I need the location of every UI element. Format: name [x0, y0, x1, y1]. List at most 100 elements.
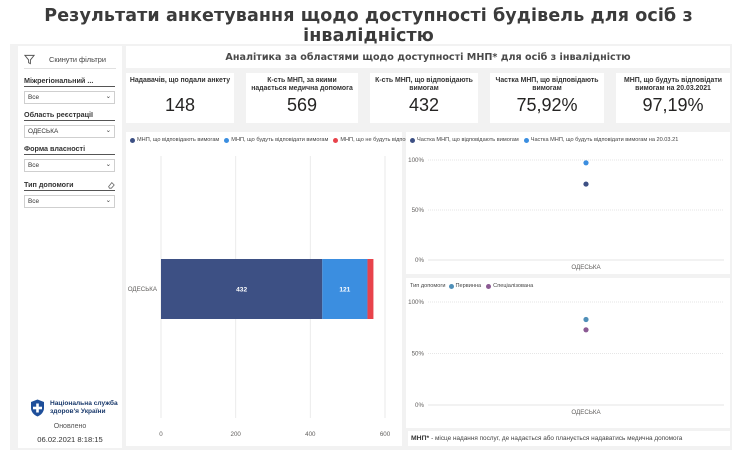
- updated-timestamp: 06.02.2021 8:18:15: [37, 435, 103, 444]
- filter-care-type-select[interactable]: Все ⌄: [24, 195, 115, 208]
- kpi-value: 569: [286, 95, 318, 115]
- share-scatter-panel: Частка МНП, що відповідають вимогам Част…: [406, 132, 730, 274]
- kpi-card-future-share: МНП, що будуть відповідати вимогам на 20…: [616, 73, 730, 123]
- legend-item[interactable]: МНП, що не будуть відповідати вимогам: [333, 137, 445, 143]
- share-scatter-chart: 0% 50% 100% ОДЕСЬКА: [408, 157, 724, 271]
- legend-item[interactable]: Спеціалізована: [486, 283, 533, 289]
- bar-segment: [367, 259, 374, 319]
- chevron-down-icon: ⌄: [105, 161, 111, 169]
- care-type-scatter-panel: Тип допомоги Первинна Спеціалізована 0% 5…: [406, 278, 730, 428]
- filter-title: Тип допомоги: [24, 180, 74, 189]
- legend-dot: [410, 137, 415, 143]
- footnote: МНП* - місце надання послуг, де надаєтьс…: [408, 431, 730, 446]
- filter-interregional: Міжрегіональний ... Все ⌄: [24, 76, 115, 104]
- x-tick-label: 600: [380, 431, 391, 438]
- reset-filters-label: Скинути фільтри: [49, 54, 106, 64]
- filter-title: Форма власності: [24, 144, 86, 153]
- filter-value: Все: [28, 94, 40, 101]
- filter-value: ОДЕСЬКА: [28, 128, 59, 135]
- legend-label: Частка МНП, що будуть відповідати вимога…: [530, 137, 679, 143]
- filter-interregional-select[interactable]: Все ⌄: [24, 91, 115, 104]
- reset-filters-button[interactable]: Скинути фільтри: [24, 52, 120, 66]
- filter-icon: [24, 54, 35, 64]
- filter-title: Область реєстрації: [24, 110, 94, 119]
- bar-data-label: 121: [339, 287, 350, 294]
- kpi-value: 432: [408, 95, 440, 115]
- x-tick-label: 200: [231, 431, 242, 438]
- stacked-bar-panel: МНП, що відповідають вимогам МНП, що буд…: [126, 132, 445, 446]
- kpi-card-locations-total: К-сть МНП, за якими надається медична до…: [246, 73, 358, 123]
- filters-sidebar: Скинути фільтри Міжрегіональний ... Все …: [18, 46, 122, 448]
- care-type-legend: Тип допомоги Первинна Спеціалізована: [410, 283, 538, 289]
- filter-care-type: Тип допомоги Все ⌄: [24, 180, 115, 208]
- chevron-down-icon: ⌄: [105, 197, 111, 205]
- share-legend: Частка МНП, що відповідають вимогам Част…: [410, 137, 683, 143]
- x-tick-label: 400: [305, 431, 316, 438]
- footnote-term: МНП*: [411, 435, 430, 442]
- legend-label: Частка МНП, що відповідають вимогам: [417, 137, 519, 143]
- legend-dot: [523, 137, 529, 143]
- y-tick-label: 100%: [408, 299, 424, 306]
- legend-dot: [130, 137, 135, 143]
- scatter-point: [583, 327, 589, 333]
- legend-label: Спеціалізована: [493, 283, 534, 289]
- scatter-point: [583, 160, 589, 166]
- logo-line-1: Національна служба: [50, 400, 118, 407]
- y-tick-label: 50%: [412, 207, 425, 214]
- kpi-card-providers: Надавачів, що подали анкету 148: [126, 73, 234, 123]
- legend-item[interactable]: Частка МНП, що відповідають вимогам: [410, 137, 519, 143]
- kpi-card-compliant-share: Частка МНП, що відповідають вимогам 75,9…: [490, 73, 604, 123]
- filter-title: Міжрегіональний ...: [24, 76, 94, 85]
- stacked-bar-chart: 0 200 400 600 ОДЕСЬКА 432 121: [128, 156, 391, 438]
- bar-legend: МНП, що відповідають вимогам МНП, що буд…: [130, 137, 450, 143]
- filter-region: Область реєстрації ОДЕСЬКА ⌄: [24, 110, 115, 138]
- y-tick-label: 50%: [412, 351, 425, 358]
- legend-item[interactable]: Первинна: [448, 283, 481, 289]
- kpi-value: 75,92%: [516, 95, 578, 115]
- chevron-down-icon: ⌄: [105, 93, 111, 101]
- legend-label: МНП, що будуть відповідати вимогам: [231, 137, 329, 143]
- legend-dot: [448, 283, 454, 289]
- legend-item[interactable]: МНП, що відповідають вимогам: [130, 137, 219, 143]
- kpi-label: К-сть МНП, за якими надається медична до…: [251, 77, 353, 92]
- eraser-icon[interactable]: [107, 181, 115, 189]
- care-type-scatter-chart: 0% 50% 100% ОДЕСЬКА: [408, 299, 724, 416]
- kpi-label: Частка МНП, що відповідають вимогам: [495, 77, 599, 92]
- legend-item[interactable]: МНП, що будуть відповідати вимогам: [224, 137, 328, 143]
- kpi-label: МНП, що будуть відповідати вимогам на 20…: [624, 77, 722, 92]
- y-tick-label: 0%: [415, 402, 424, 409]
- scatter-point: [583, 181, 589, 187]
- bar-segment: [322, 259, 368, 319]
- shield-cross-icon: [31, 399, 44, 417]
- legend-dot: [486, 283, 492, 289]
- legend-title: Тип допомоги: [410, 283, 446, 289]
- x-tick-label: 0: [159, 431, 163, 438]
- filter-region-select[interactable]: ОДЕСЬКА ⌄: [24, 125, 115, 138]
- kpi-label: Надавачів, що подали анкету: [129, 77, 231, 84]
- main-title: Аналітика за областями щодо доступності …: [225, 51, 631, 63]
- legend-label: МНП, що відповідають вимогам: [137, 137, 220, 143]
- sidebar-divider: [24, 68, 116, 69]
- page-title: Результати анкетування щодо доступності …: [44, 6, 693, 46]
- kpi-value: 97,19%: [642, 95, 704, 115]
- x-category-label: ОДЕСЬКА: [571, 409, 601, 416]
- scatter-point: [583, 316, 589, 323]
- legend-label: МНП, що не будуть відповідати вимогам: [340, 137, 446, 143]
- y-tick-label: 100%: [408, 157, 424, 164]
- kpi-card-locations-compliant: К-сть МНП, що відповідають вимогам 432: [370, 73, 478, 123]
- filter-value: Все: [28, 198, 40, 205]
- main-header: Аналітика за областями щодо доступності …: [126, 46, 730, 68]
- logo-line-2: здоров'я України: [50, 408, 106, 415]
- legend-dot: [224, 137, 230, 143]
- footnote-text: - місце надання послуг, де надається або…: [431, 435, 683, 442]
- bar-data-label: 432: [236, 287, 247, 294]
- filter-ownership: Форма власності Все ⌄: [24, 144, 115, 172]
- updated-label: Оновлено: [53, 423, 87, 430]
- chevron-down-icon: ⌄: [105, 127, 111, 135]
- bar-segment: [161, 259, 323, 319]
- logo-text: Національна служба здоров'я України: [50, 400, 118, 416]
- nszu-logo: Національна служба здоров'я України: [30, 399, 118, 417]
- legend-item[interactable]: Частка МНП, що будуть відповідати вимога…: [523, 137, 679, 143]
- filter-ownership-select[interactable]: Все ⌄: [24, 159, 115, 172]
- x-category-label: ОДЕСЬКА: [571, 264, 601, 271]
